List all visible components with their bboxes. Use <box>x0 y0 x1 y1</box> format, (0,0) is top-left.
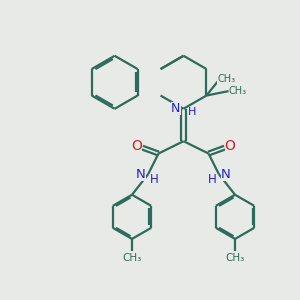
Text: O: O <box>132 139 142 153</box>
Text: CH₃: CH₃ <box>229 86 247 96</box>
Text: O: O <box>225 139 236 153</box>
Text: H: H <box>208 173 217 186</box>
Text: CH₃: CH₃ <box>218 74 236 84</box>
Text: CH₃: CH₃ <box>225 253 245 263</box>
Text: N: N <box>221 168 231 181</box>
Text: H: H <box>150 173 159 186</box>
Text: H: H <box>188 107 196 117</box>
Text: CH₃: CH₃ <box>122 253 142 263</box>
Text: N: N <box>136 168 146 181</box>
Text: N: N <box>171 102 181 115</box>
